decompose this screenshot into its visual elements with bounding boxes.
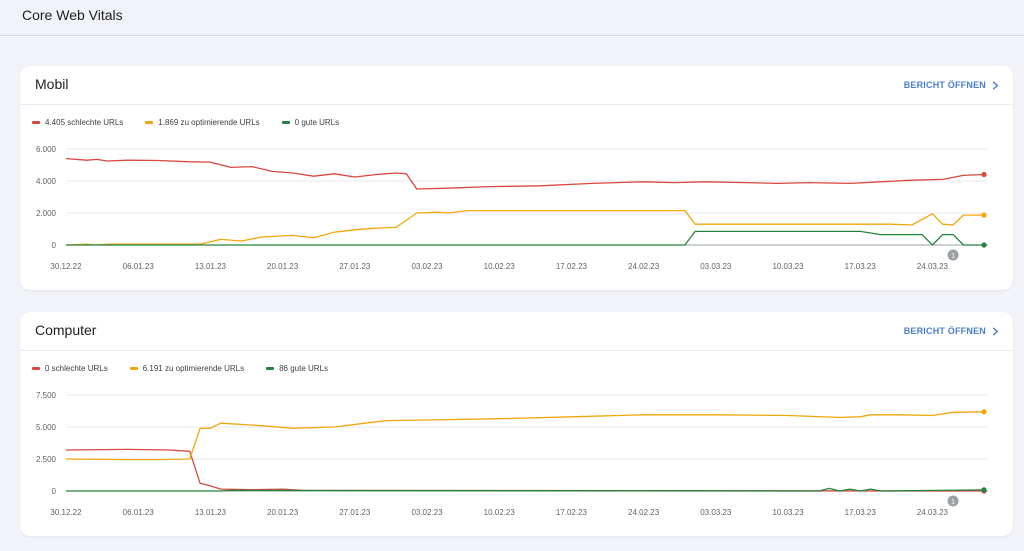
x-tick-label: 30.12.22 [50,508,82,517]
computer-card: Computer BERICHT ÖFFNEN 0 schlechte URLs… [20,312,1013,536]
needs-improvement-swatch [129,367,138,370]
x-tick-label: 10.02.23 [484,508,516,517]
open-report-button[interactable]: BERICHT ÖFFNEN [904,80,999,90]
x-tick-label: 13.01.23 [195,508,227,517]
x-tick-label: 24.03.23 [917,262,949,271]
good-swatch [281,121,290,124]
mobil-card: Mobil BERICHT ÖFFNEN 4.405 schlechte URL… [20,66,1013,290]
legend-item-good[interactable]: 0 gute URLs [281,118,340,127]
series-line [65,157,985,190]
y-tick-label: 6.000 [36,145,57,154]
chevron-right-icon [992,326,999,336]
page-title: Core Web Vitals [22,7,123,23]
card-divider [20,104,1013,105]
series-line [65,448,985,492]
open-report-label: BERICHT ÖFFNEN [903,326,986,336]
needs-improvement-swatch [145,121,154,124]
x-tick-label: 17.02.23 [556,508,588,517]
y-tick-label: 4.000 [36,177,57,186]
poor-swatch [32,367,40,370]
x-tick-label: 03.02.23 [411,262,443,271]
y-tick-label: 0 [52,241,57,250]
chart-legend: 0 schlechte URLs 6.191 zu optimierende U… [32,364,328,373]
chevron-right-icon [992,80,999,90]
legend-item-poor[interactable]: 0 schlechte URLs [32,364,108,373]
x-tick-label: 06.01.23 [123,508,155,517]
x-tick-label: 03.03.23 [700,508,732,517]
mobil-chart-svg: 0 2.000 4.000 6.000 30.12.22 06.01.23 13.01.23… [36,145,988,271]
card-title: Computer [35,322,97,338]
series-end-point [981,171,987,178]
series-line [66,230,984,246]
x-tick-label: 20.01.23 [267,262,299,271]
legend-item-good[interactable]: 86 gute URLs [266,364,328,373]
open-report-label: BERICHT ÖFFNEN [903,80,986,90]
computer-chart: 0 2.500 5.000 7.500 30.12.22 06.01.23 13.01.23… [20,382,1013,536]
chart-legend: 4.405 schlechte URLs 1.869 zu optimieren… [32,118,339,127]
x-tick-label: 24.02.23 [628,508,660,517]
legend-item-needs-improvement[interactable]: 6.191 zu optimierende URLs [129,364,245,373]
x-tick-label: 17.03.23 [845,262,877,271]
legend-label: 0 gute URLs [294,118,340,127]
good-swatch [266,367,275,370]
legend-label: 6.191 zu optimierende URLs [142,364,245,373]
series-line [65,411,985,461]
card-title: Mobil [35,76,69,92]
x-tick-label: 17.03.23 [845,508,877,517]
legend-label: 4.405 schlechte URLs [45,118,124,127]
x-tick-label: 10.03.23 [772,508,804,517]
annotation-badge-label: 1 [951,499,955,506]
legend-item-needs-improvement[interactable]: 1.869 zu optimierende URLs [145,118,260,127]
series-end-point [981,409,987,415]
series-line [65,209,984,246]
x-tick-label: 27.01.23 [339,508,371,517]
annotation-badge [947,495,959,507]
y-tick-label: 7.500 [36,391,57,400]
x-tick-label: 24.02.23 [628,262,660,271]
mobil-chart: 0 2.000 4.000 6.000 30.12.22 06.01.23 13.01.23… [20,136,1013,290]
x-tick-label: 03.02.23 [411,508,443,517]
y-tick-label: 2.000 [36,209,57,218]
y-tick-label: 0 [52,487,57,496]
x-tick-label: 10.02.23 [484,262,516,271]
legend-label: 1.869 zu optimierende URLs [158,118,260,127]
series-end-point [981,212,987,218]
x-tick-label: 20.01.23 [267,508,299,517]
x-tick-label: 30.12.22 [50,262,82,271]
x-tick-label: 17.02.23 [556,262,588,271]
series-end-point [981,487,987,493]
card-divider [20,350,1013,351]
legend-label: 86 gute URLs [279,364,329,373]
annotation-badge [947,249,959,261]
x-tick-label: 24.03.23 [917,508,949,517]
x-tick-label: 06.01.23 [123,262,155,271]
poor-swatch [32,121,40,124]
legend-item-poor[interactable]: 4.405 schlechte URLs [32,118,123,127]
x-tick-label: 03.03.23 [700,262,732,271]
open-report-button[interactable]: BERICHT ÖFFNEN [904,326,999,336]
x-tick-label: 10.03.23 [772,262,804,271]
annotation-badge-label: 1 [951,253,955,260]
series-end-point [981,242,987,248]
x-tick-label: 27.01.23 [339,262,371,271]
series-line [66,487,985,492]
y-tick-label: 5.000 [36,423,57,432]
x-tick-label: 13.01.23 [195,262,227,271]
legend-label: 0 schlechte URLs [45,364,108,373]
page-header: Core Web Vitals [0,0,1024,36]
computer-chart-svg: 0 2.500 5.000 7.500 30.12.22 06.01.23 13.01.23… [36,391,988,517]
y-tick-label: 2.500 [36,455,57,464]
